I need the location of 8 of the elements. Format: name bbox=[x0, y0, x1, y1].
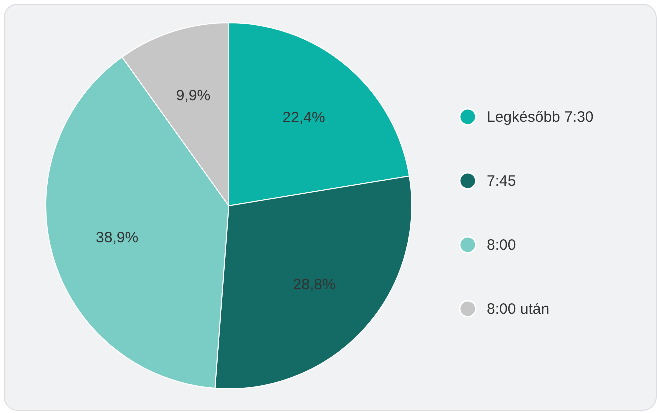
legend-label: 7:45 bbox=[487, 173, 516, 190]
data-label: 38,9% bbox=[96, 229, 139, 246]
legend-label: 8:00 után bbox=[487, 301, 550, 318]
legend-label: 8:00 bbox=[487, 237, 516, 254]
data-label: 28,8% bbox=[293, 276, 336, 294]
data-label: 22,4% bbox=[282, 110, 326, 127]
data-label: 9,9% bbox=[176, 88, 211, 105]
legend-label: Legkésőbb 7:30 bbox=[487, 109, 594, 126]
